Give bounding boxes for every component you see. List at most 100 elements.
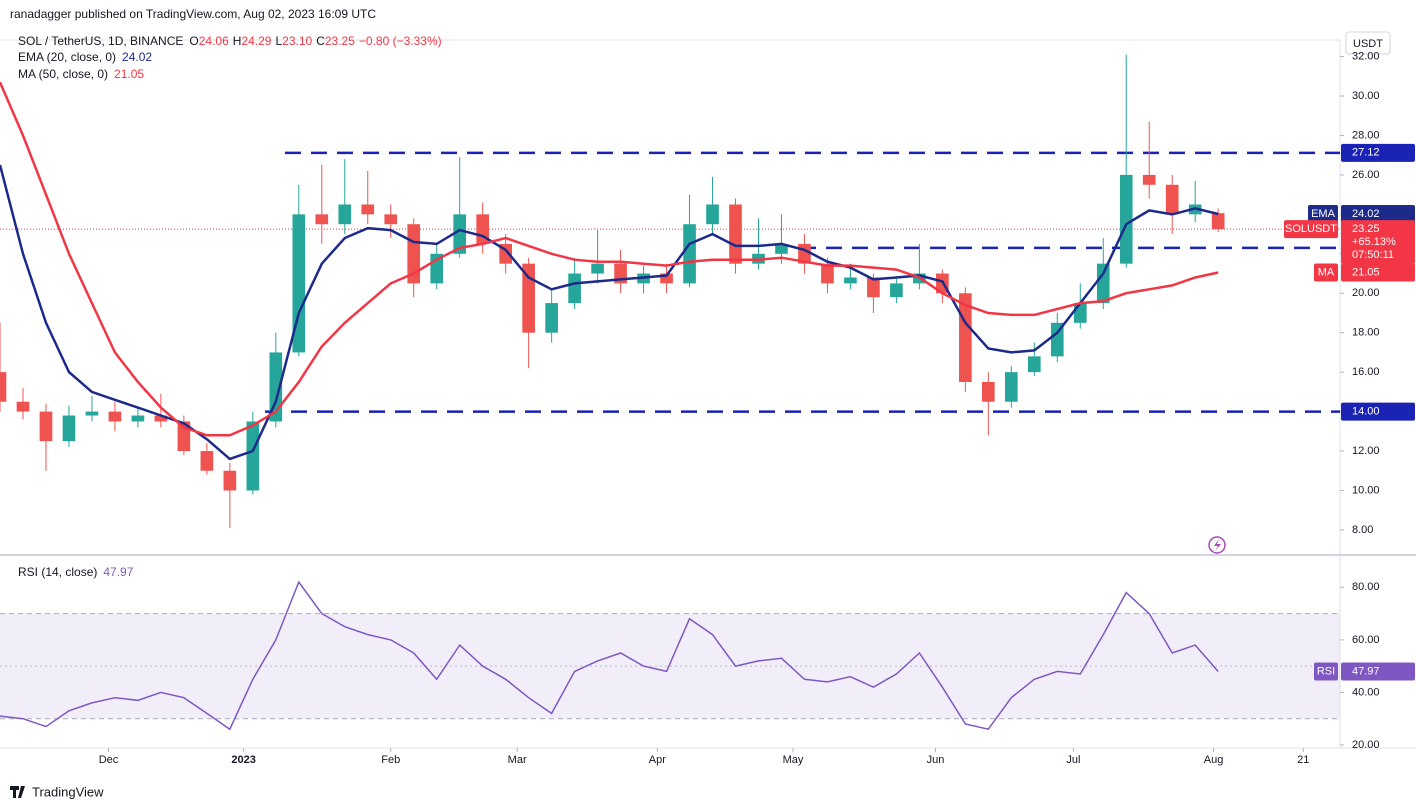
candle-body (315, 214, 329, 225)
candle-body (1211, 213, 1225, 230)
rsi-legend: RSI (14, close) 47.97 (18, 565, 134, 579)
candle-body (545, 303, 558, 333)
candle-body (683, 224, 696, 284)
rsi-y-tick-label: 80.00 (1352, 581, 1380, 593)
candle-body (246, 421, 260, 491)
last-price-bg (1341, 220, 1415, 265)
candle-body (62, 415, 76, 442)
ma-badge-text: 21.05 (1352, 266, 1380, 278)
candle-body (706, 204, 719, 225)
last-price-change: +65.13% (1352, 236, 1396, 248)
ma-tag-text: MA (1318, 266, 1335, 278)
symbol-tag-text: SOLUSDT (1285, 223, 1337, 235)
y-tick-label: 12.00 (1352, 445, 1380, 457)
candle-body (269, 352, 283, 422)
x-tick-label: Jul (1066, 754, 1080, 766)
candle-body (1096, 263, 1110, 304)
last-price-badge: 23.25+65.13%07:50:11 (1341, 220, 1415, 265)
alert-icon[interactable] (1208, 536, 1226, 554)
candle-body (821, 263, 834, 284)
rsi-tag-bg (1314, 662, 1338, 681)
candle-body (1050, 322, 1064, 357)
ema-badge-bg (1341, 204, 1415, 223)
candle-body (982, 382, 995, 402)
x-tick-label: 21 (1297, 754, 1309, 766)
x-tick-label: Jun (927, 754, 945, 766)
symbol-legend: SOL / TetherUS, 1D, BINANCE O24.06 H24.29 L… (18, 34, 442, 48)
candle-body (1005, 372, 1018, 402)
ma-tag-bg (1314, 263, 1338, 282)
last-price-countdown: 07:50:11 (1352, 249, 1394, 261)
ema-tag-text: EMA (1311, 208, 1336, 220)
ma-line (0, 81, 1219, 437)
x-tick-label: Aug (1204, 754, 1224, 766)
candle-body (453, 214, 467, 254)
x-tick-label: Dec (99, 754, 119, 766)
publish-info: ranadagger published on TradingView.com,… (10, 7, 376, 21)
y-tick-label: 8.00 (1352, 524, 1373, 536)
x-tick-label: Apr (649, 754, 666, 766)
candle-body (522, 263, 535, 333)
rsi-pane (0, 580, 1340, 731)
rsi-legend-value: 47.97 (103, 565, 133, 579)
y-tick-label: 20.00 (1352, 287, 1380, 299)
candle-body (108, 411, 122, 422)
candle-body (154, 415, 168, 422)
footer-logo: TradingView (10, 784, 104, 799)
ma-legend: MA (50, close, 0) 21.05 (18, 67, 144, 81)
ema-legend-name: EMA (20, close, 0) (18, 50, 116, 64)
candle-body (867, 277, 880, 298)
candle-body (660, 273, 673, 284)
last-price-value: 23.25 (1352, 223, 1380, 235)
ema-badge-text: 24.02 (1352, 208, 1380, 220)
o-value: 24.06 (199, 34, 229, 48)
h-value: 24.29 (241, 34, 271, 48)
candle-body (775, 243, 788, 254)
ma-legend-name: MA (50, close, 0) (18, 67, 108, 81)
candle-body (338, 204, 352, 225)
candle-body (223, 470, 237, 491)
y-tick-label: 18.00 (1352, 327, 1380, 339)
rsi-badge-text: 47.97 (1352, 665, 1380, 677)
rsi-y-tick-label: 40.00 (1352, 686, 1380, 698)
candle-body (1142, 174, 1156, 185)
level-badge-text: 27.12 (1352, 147, 1380, 159)
o-label: O (189, 34, 198, 48)
c-label: C (316, 34, 325, 48)
candle-body (131, 415, 145, 422)
currency-label: USDT (1353, 38, 1383, 50)
c-value: 23.25 (325, 34, 355, 48)
y-tick-label: 30.00 (1352, 90, 1380, 102)
y-tick-label: 16.00 (1352, 366, 1380, 378)
footer-brand: TradingView (32, 784, 104, 799)
ema-badge: 24.02 (1341, 204, 1415, 223)
level-badge: 14.00 (1341, 402, 1415, 421)
candle-body (292, 214, 306, 353)
ema-legend-value: 24.02 (122, 50, 152, 64)
candle-body (568, 273, 581, 304)
candle-body (1027, 356, 1041, 373)
ema-line (0, 164, 1219, 461)
candle-body (39, 411, 53, 442)
rsi-y-tick-label: 60.00 (1352, 634, 1380, 646)
candle-body (729, 204, 742, 264)
ema-legend: EMA (20, close, 0) 24.02 (18, 50, 152, 64)
ma-badge-bg (1341, 263, 1415, 282)
level-badge-bg (1341, 143, 1415, 162)
change: −0.80 (−3.33%) (359, 34, 442, 48)
l-label: L (275, 34, 282, 48)
legend: SOL / TetherUS, 1D, BINANCE O24.06 H24.29 L… (18, 34, 442, 579)
candle-body (890, 283, 903, 298)
rsi-line (0, 580, 1219, 731)
candle-body (591, 263, 604, 274)
candle-body (361, 204, 375, 215)
level-badge: 27.12 (1341, 143, 1415, 162)
rsi-y-tick-label: 20.00 (1352, 739, 1380, 751)
candle-body (1165, 184, 1179, 215)
candle-body (844, 277, 857, 284)
rsi-badge-bg (1341, 662, 1415, 681)
currency-button[interactable] (1345, 31, 1391, 55)
ma-badge: 21.05 (1341, 263, 1415, 282)
